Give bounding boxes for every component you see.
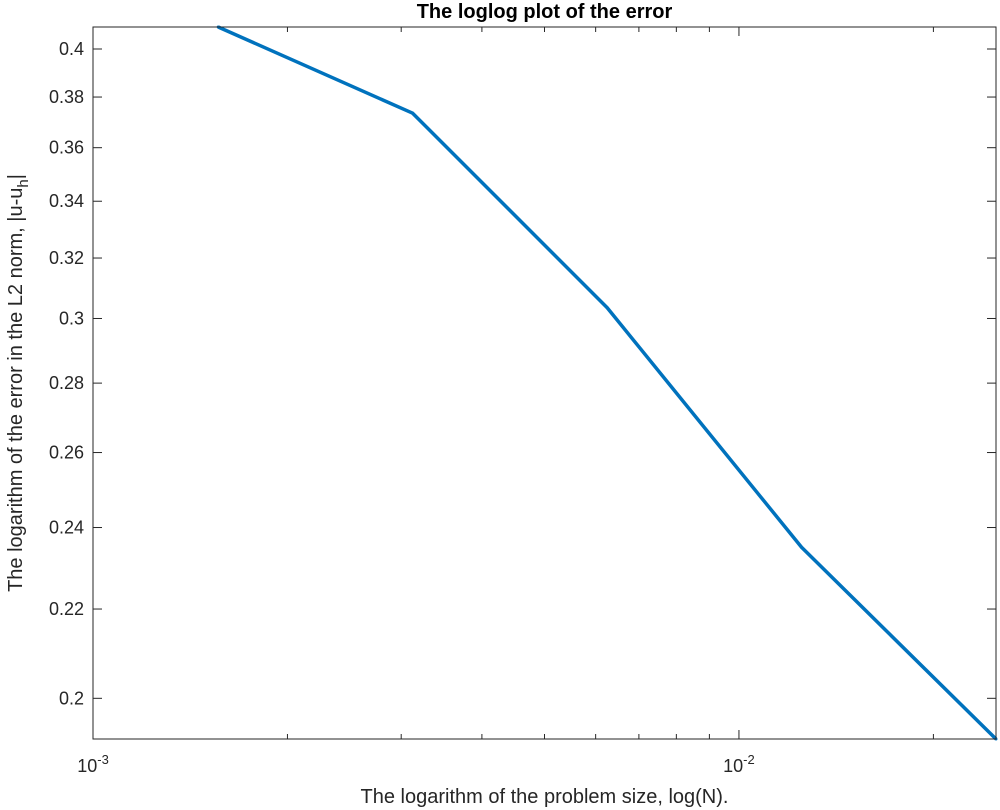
series-layer: [216, 25, 998, 741]
labels-layer: 0.2 0.22 0.24 0.26 0.28 0.3 0.32 0.34 0.36 0.38 0.…: [49, 39, 755, 776]
plot-area: [93, 27, 996, 739]
y-tick-label: 0.38: [49, 87, 84, 107]
y-tick-label: 0.24: [49, 518, 84, 538]
x-tick-label-base: 10: [77, 756, 97, 776]
y-axis-title-main: The logarithm of the error in the L2 nor…: [5, 188, 27, 592]
chart-title: The loglog plot of the error: [417, 1, 673, 23]
y-axis-title-subscript: h: [15, 179, 32, 187]
y-tick-label: 0.26: [49, 443, 84, 463]
y-axis-title: The logarithm of the error in the L2 nor…: [5, 174, 32, 592]
y-tick-label: 0.36: [49, 138, 84, 158]
y-tick-label: 0.28: [49, 373, 84, 393]
data-point: [605, 306, 609, 310]
y-tick-label: 0.4: [59, 39, 84, 59]
plot-box: [92, 26, 997, 740]
y-tick-label: 0.2: [59, 688, 84, 708]
data-point: [411, 111, 415, 115]
y-tick-label: 0.22: [49, 599, 84, 619]
x-tick-label-base: 10: [723, 756, 743, 776]
y-tick-label: 0.34: [49, 191, 84, 211]
y-axis-title-suffix: |: [5, 174, 27, 179]
y-tick-label: 0.32: [49, 248, 84, 268]
x-tick-label-exponent: -2: [743, 752, 755, 767]
y-tick-label: 0.3: [59, 308, 84, 328]
data-point: [800, 545, 804, 549]
x-tick-label: 10-3: [77, 752, 109, 776]
x-tick-label: 10-2: [723, 752, 755, 776]
x-tick-label-exponent: -3: [97, 752, 109, 767]
x-axis-title: The logarithm of the problem size, log(N…: [361, 786, 729, 808]
